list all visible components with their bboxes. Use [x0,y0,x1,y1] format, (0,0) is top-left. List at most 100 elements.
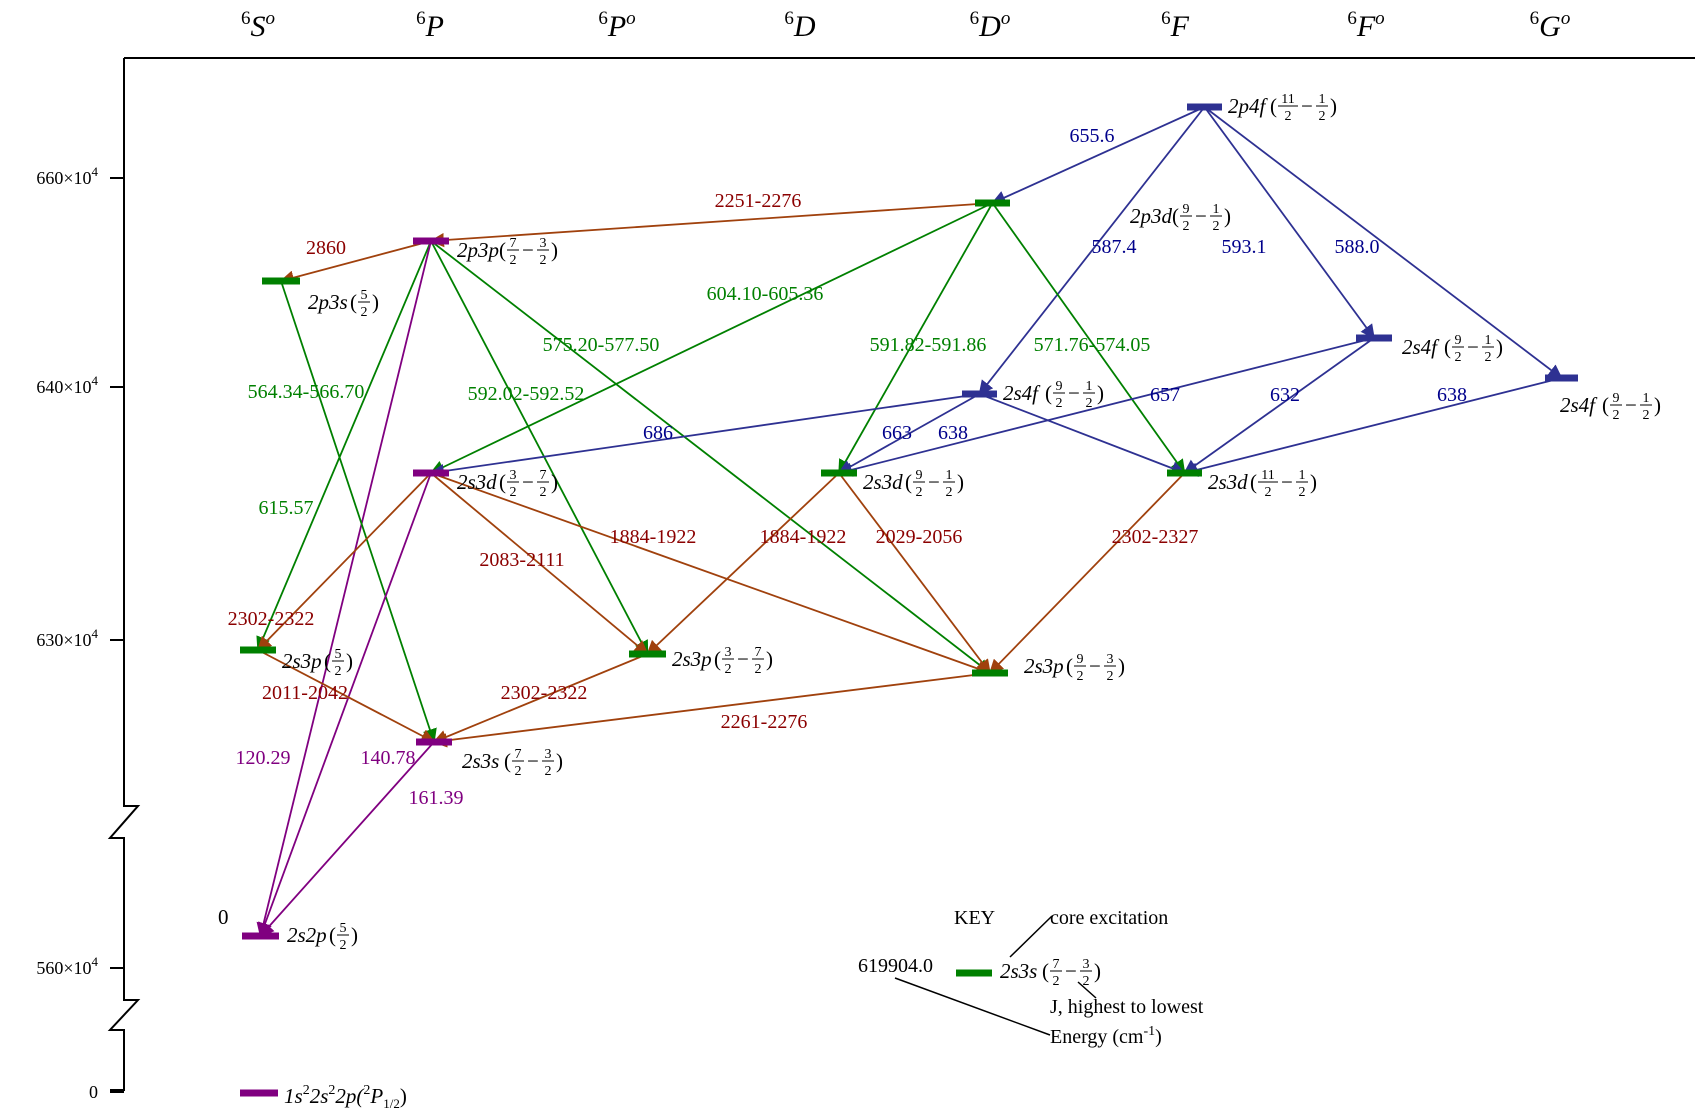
svg-text:11: 11 [1261,468,1274,483]
svg-text:2: 2 [515,764,522,779]
transition-arrow [838,202,994,475]
level-label-l2s3dd: 2s3d(9 2−1 2) [863,468,964,500]
transition-label: 686 [643,422,673,444]
svg-text:−: − [1467,335,1479,359]
axis-tick-label: 560×104 [36,954,98,978]
transition-arrow [837,337,1375,477]
svg-text:(: ( [1045,381,1052,405]
transition-label: 615.57 [259,497,314,519]
transition-arrow [256,240,432,652]
transition-label: 1884-1922 [760,526,847,548]
transition-label: 593.1 [1222,236,1267,258]
energy-axis [107,57,1695,1091]
term-header-d-o: 6Do [970,8,1011,43]
svg-text:2: 2 [361,305,368,320]
svg-text:): ) [1224,204,1231,228]
svg-text:(: ( [714,647,721,671]
level-label-l2p4f: 2p4f(11 2−1 2) [1228,92,1337,124]
svg-text:−: − [1301,94,1313,118]
transition-label: 591.82-591.86 [870,334,987,356]
svg-text:7: 7 [1053,957,1060,972]
svg-text:9: 9 [1183,202,1190,217]
svg-text:−: − [1068,381,1080,405]
transition-arrow [838,472,991,675]
term-header-s-o: 6So [241,8,275,43]
svg-text:1: 1 [1213,202,1220,217]
svg-text:): ) [1118,654,1125,678]
transition-arrow [430,472,992,676]
transition-label: 2029-2056 [876,526,963,548]
svg-text:3: 3 [725,645,732,660]
svg-text:(: ( [499,470,506,494]
term-headers: 6So 6P 6Po 6D 6Do 6F 6Fo 6Go [241,8,1570,43]
svg-text:): ) [1094,959,1101,983]
svg-text:): ) [766,647,773,671]
svg-text:2s4f: 2s4f [1003,381,1041,405]
svg-text:): ) [1654,393,1661,417]
transition-arrow [280,280,437,744]
term-header-p-o: 6Po [598,8,635,43]
transition-label: 2083-2111 [479,549,564,571]
transition-arrow [991,202,1186,475]
transition-label: 2011-2042 [262,682,348,704]
transition-arrow [429,202,993,474]
transition-arrow [432,653,648,744]
transition-arrow [646,472,840,655]
svg-text:(: ( [1602,393,1609,417]
svg-text:2: 2 [540,253,547,268]
svg-text:7: 7 [755,645,762,660]
svg-text:): ) [351,923,358,947]
transition-arrow [429,393,980,479]
transition-labels: 655.6 587.4 593.1 588.0 2251-2276 604.10-605.… [228,125,1467,809]
svg-text:2: 2 [1455,350,1462,365]
transition-label: 587.4 [1092,236,1137,258]
level-label-l2s3dp: 2s3d(3 2−7 2) [457,468,558,500]
transition-label: 2261-2276 [721,711,808,733]
level-label-l2p3s: 2p3s(5 2) [308,288,379,320]
svg-text:): ) [1496,335,1503,359]
key-example-config: 2s3s(7 2−3 2) [1000,957,1101,989]
key-title: KEY [954,907,995,929]
svg-text:2s3d: 2s3d [863,470,903,494]
svg-text:−: − [737,647,749,671]
svg-text:): ) [1097,381,1104,405]
svg-text:2: 2 [1319,109,1326,124]
svg-text:(: ( [1042,959,1049,983]
transition-arrow [256,472,432,652]
svg-text:2: 2 [946,485,953,500]
svg-text:(: ( [324,649,331,673]
svg-text:11: 11 [1281,92,1294,107]
svg-text:2: 2 [1056,396,1063,411]
svg-text:2s3s: 2s3s [1000,959,1037,983]
svg-text:(: ( [504,749,511,773]
svg-text:2: 2 [1285,109,1292,124]
svg-text:2s3d: 2s3d [457,470,497,494]
svg-text:2: 2 [510,485,517,500]
svg-text:(: ( [1172,204,1179,228]
svg-text:−: − [928,470,940,494]
svg-text:2: 2 [1613,408,1620,423]
level-label-l2s3ps: 2s3p(5 2) [282,647,353,679]
level-label-l2p3p: 2p3p(7 2−3 2) [457,236,558,268]
level-label-l2s3s: 2s3s(7 2−3 2) [462,747,563,779]
transition-label: 120.29 [236,747,291,769]
transition-arrow [1203,106,1563,379]
transition-arrow [1183,377,1562,477]
level-label-l2s4fg: 2s4f(9 2−1 2) [1560,391,1661,423]
transition-arrow [979,393,1186,476]
svg-text:2: 2 [1107,669,1114,684]
svg-text:−: − [1281,470,1293,494]
transition-label: 564.34-566.70 [248,381,365,403]
transition-arrow [256,240,432,938]
svg-text:2p4f: 2p4f [1228,94,1269,118]
svg-text:2s4f: 2s4f [1402,335,1440,359]
axis-tick-label: 0 [89,1082,98,1102]
svg-text:): ) [957,470,964,494]
transition-arrow [257,649,436,743]
svg-text:(: ( [329,923,336,947]
transition-arrow [978,106,1206,396]
ground-energy-label: 0 [218,905,229,929]
axis-tick-label: 640×104 [36,373,98,397]
svg-text:1: 1 [1485,333,1492,348]
